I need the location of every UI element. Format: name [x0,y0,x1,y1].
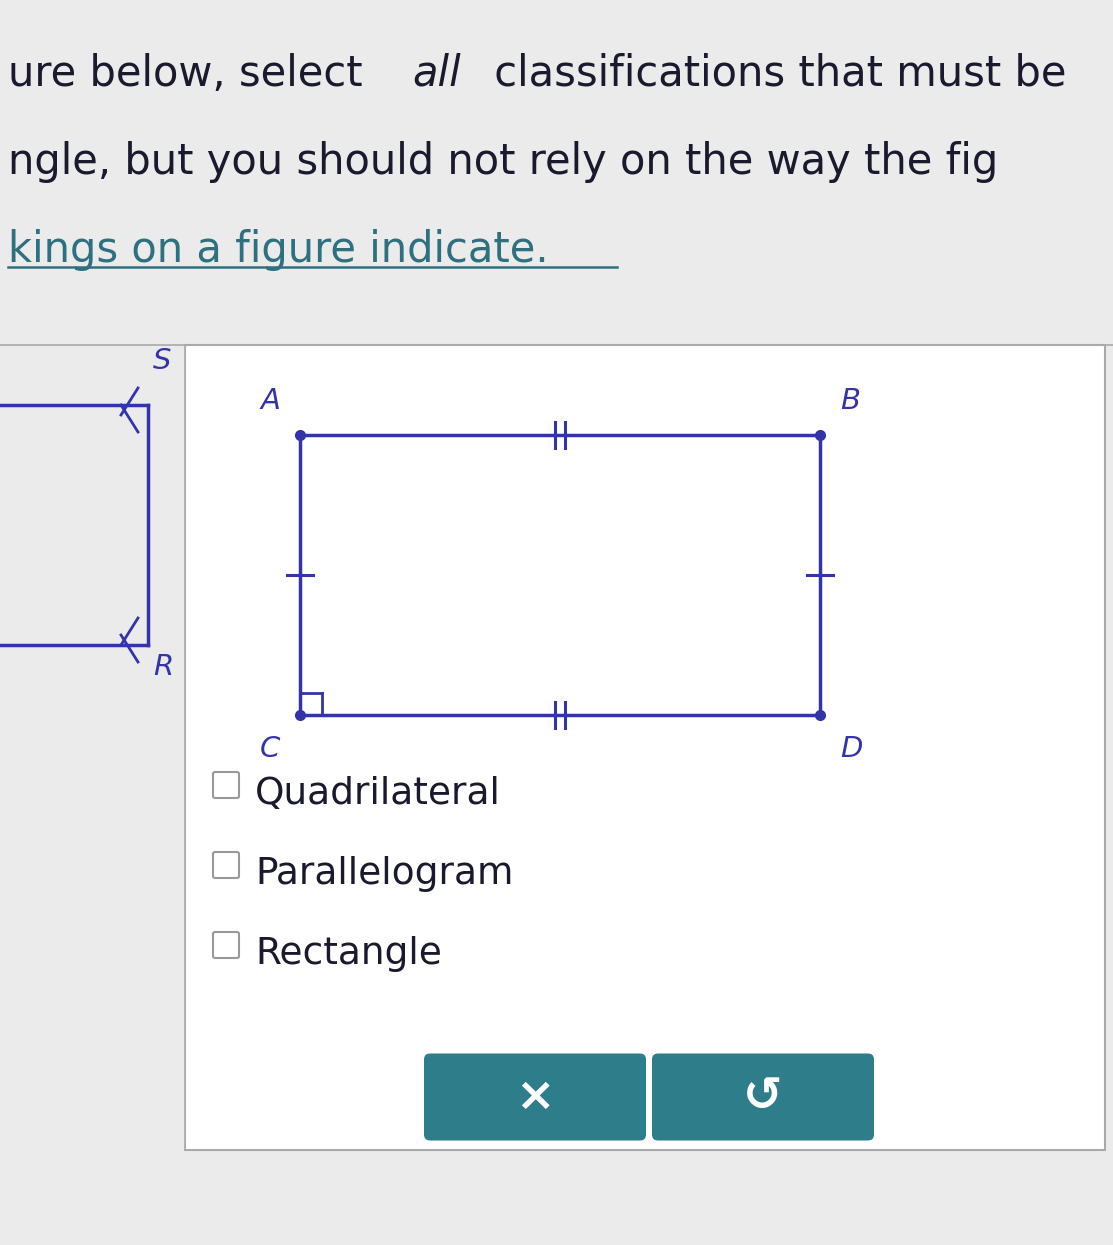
Text: S: S [152,347,171,375]
FancyBboxPatch shape [213,772,239,798]
Text: Quadrilateral: Quadrilateral [255,776,501,812]
Text: ure below, select: ure below, select [8,54,376,95]
Text: classifications that must be: classifications that must be [481,54,1066,95]
Text: ngle, but you should not rely on the way the fig: ngle, but you should not rely on the way… [8,141,998,183]
Text: B: B [840,387,860,415]
Text: C: C [259,735,280,763]
FancyBboxPatch shape [213,933,239,957]
Text: ×: × [515,1074,554,1119]
Text: ↺: ↺ [743,1074,782,1119]
Text: A: A [260,387,280,415]
FancyBboxPatch shape [213,852,239,878]
Text: R: R [152,652,174,681]
Bar [185,345,1105,1150]
Text: kings on a figure indicate.: kings on a figure indicate. [8,229,549,271]
FancyBboxPatch shape [652,1053,874,1140]
Bar [0,345,185,1150]
Text: Parallelogram: Parallelogram [255,857,513,891]
Text: D: D [840,735,863,763]
FancyBboxPatch shape [424,1053,646,1140]
Text: Rectangle: Rectangle [255,936,442,972]
Text: all: all [412,54,461,95]
